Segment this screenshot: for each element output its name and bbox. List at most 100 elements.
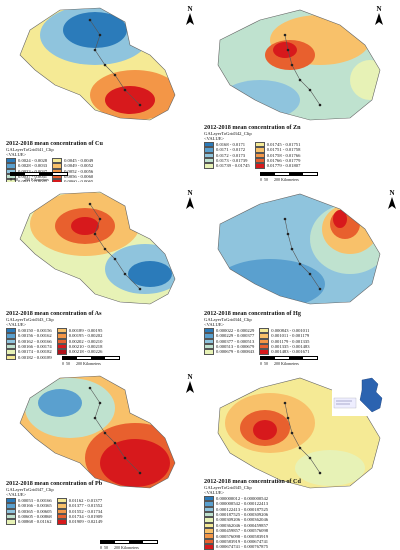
legend-layer: GALayerToGrid343_Clip [6,317,54,322]
legend-item: 0.00868 - 0.01162 [6,519,52,525]
legend-range-label: 0.01739 - 0.01745 [216,163,250,169]
legend-item: 0.000022 - 0.000229 [204,327,254,334]
north-label: N [187,373,193,381]
legend-range-label: 0.00202 - 0.00210 [68,338,103,344]
legend-value-label: <VALUE> [204,322,225,328]
legend-range-label: 0.00195 - 0.00202 [68,333,103,339]
legend-swatch [204,538,214,545]
legend-range-label: 0.000843 - 0.001011 [271,327,310,333]
legend-swatch [6,163,16,169]
legend-layer: GALayerToGrid345_Clip [204,485,252,490]
legend-item: 0.00202 - 0.00210 [56,338,103,345]
legend-range-label: 0.001179 - 0.001335 [271,338,310,344]
legend-swatch [259,338,270,345]
legend-swatch [6,157,16,164]
north-arrow-hg: N [385,190,399,209]
legend-range-label: 0.01745 - 0.01751 [266,141,301,147]
legend-range-label: 0.00162 - 0.00166 [18,338,52,344]
legend-swatch [254,147,265,153]
legend-items: 0.00053 - 0.00166 0.00166 - 0.00365 0.0036… [6,497,196,525]
legend-swatch [56,497,67,504]
legend-swatch [259,327,270,334]
legend-item: 0.0168 - 0.0171 [204,141,250,148]
legend-title: 2012-2018 mean concentration of Cd [204,478,301,485]
legend-swatch [204,163,214,169]
scale-bar-hg: 0 50 200 Kilometers [260,356,318,366]
legend-range-label: 0.01779 - 0.01807 [266,163,301,169]
cu-concentration-map [19,7,176,121]
legend-swatch [259,343,270,350]
legend-column: 0.000022 - 0.000229 0.000229 - 0.000377 0.… [204,327,255,355]
legend-range-label: 0.0172 - 0.0173 [216,152,246,158]
legend-swatch [6,354,16,361]
legend-item: 0.01162 - 0.01377 [56,497,103,504]
legend-swatch [6,503,16,509]
legend-range-label: 0.000187525 - 0.000309206 [216,511,269,517]
legend-item: 0.000513 - 0.000679 [204,343,255,350]
legend-item: 0.01766 - 0.01779 [254,157,300,164]
legend-column: 0.00189 - 0.00195 0.00195 - 0.00202 0.0020… [56,327,103,360]
legend-item: 0.0028 - 0.0033 [6,163,48,169]
legend-range-label: 0.01909 - 0.02149 [68,519,103,525]
legend-column: 0.0045 - 0.0049 0.0049 - 0.0052 0.0052 - 0… [52,157,94,182]
legend-item: 0.001335 - 0.001483 [259,343,310,350]
north-arrow-cu: N [183,6,197,25]
legend-item: 0.00189 - 0.00195 [56,327,102,334]
legend-swatch [56,338,67,345]
legend-range-label: 0.00868 - 0.01162 [18,519,52,525]
legend-item: 0.000843 - 0.001011 [259,327,310,334]
legend-swatch [254,163,265,169]
legend-zn: 2012-2018 mean concentration of Zn GALay… [204,124,398,169]
legend-item: 0.0049 - 0.0052 [52,163,93,169]
legend-item: 0.00218 - 0.00226 [56,349,103,355]
legend-range-label: 0.000674741 - 0.000767875 [216,544,269,550]
legend-swatch [254,157,265,164]
legend-layer: GALayerToGrid341_Clip [6,147,54,152]
legend-swatch [204,157,214,164]
legend-swatch [204,343,214,350]
north-arrow-as: N [183,190,197,209]
legend-item: 0.000679 - 0.000843 [204,349,254,355]
legend-swatch [56,519,67,525]
legend-range-label: 0.00218 - 0.00226 [68,349,103,355]
legend-range-label: 0.0052 - 0.0056 [64,168,94,174]
legend-swatch [52,179,63,182]
legend-item: 0.00182 - 0.00189 [6,354,52,361]
legend-item: 0.000362046 - 0.000459857 [204,522,268,529]
legend-item: 0.01751 - 0.01758 [254,147,300,153]
legend-swatch [204,533,214,540]
map-panel-cu: N 2012-2018 mean concentration of Cu GAL… [0,0,200,182]
legend-value-label: <VALUE> [6,492,27,498]
legend-column: 0.00150 - 0.00156 0.00156 - 0.00162 0.0016… [6,327,52,361]
legend-value-label: <VALUE> [204,490,225,496]
legend-item: 0.00605 - 0.00868 [6,513,52,520]
legend-item: 0.0172 - 0.0173 [204,152,250,159]
legend-swatch [204,327,214,334]
legend-item: 0.000459857 - 0.000576098 [204,528,269,534]
legend-value-label: <VALUE> [204,136,225,142]
north-arrow-pb: N [183,374,197,393]
legend-range-label: 0.000000542 - 0.000122413 [216,501,269,507]
legend-item: 0.0171 - 0.0172 [204,147,250,153]
north-label: N [187,189,193,197]
legend-range-label: 0.01162 - 0.01377 [68,497,103,503]
legend-column: 0.01162 - 0.01377 0.01377 - 0.01552 0.0155… [56,497,103,525]
legend-range-label: 0.000377 - 0.000513 [216,338,255,344]
legend-swatch [56,343,67,350]
legend-swatch [204,495,214,502]
legend-swatch [254,141,265,148]
legend-swatch [259,349,270,355]
legend-item: 0.001179 - 0.001335 [259,338,310,345]
map-panel-hg: N 2012-2018 mean concentration of Hg GAL… [200,184,400,366]
legend-item: 0.0045 - 0.0049 [52,157,93,164]
legend-range-label: 0.0028 - 0.0033 [18,163,48,169]
legend-range-label: 0.000459857 - 0.000576098 [216,528,269,534]
legend-item: 0.01909 - 0.02149 [56,519,103,525]
legend-range-label: 0.0060 - 0.0065 [64,179,94,182]
scale-bar-zn: 0 50 200 Kilometers [260,172,318,182]
legend-range-label: 0.000513 - 0.000679 [216,343,255,349]
legend-title: 2012-2018 mean concentration of Cu [6,140,103,147]
legend-swatch [204,501,214,507]
legend-range-label: 0.00053 - 0.00166 [18,497,52,503]
legend-swatch [6,179,16,182]
